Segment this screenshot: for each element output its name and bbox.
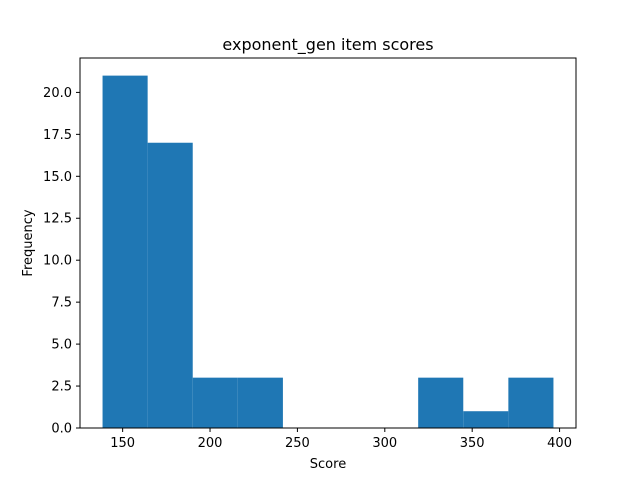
y-tick-label: 5.0 bbox=[51, 338, 72, 353]
histogram-bar bbox=[237, 377, 283, 428]
plot-frame bbox=[79, 57, 577, 429]
x-tick-label: 350 bbox=[460, 436, 485, 451]
histogram-bar bbox=[463, 411, 509, 428]
x-axis-ticks: 150 200 250 300 350 400 bbox=[110, 428, 572, 451]
histogram-bar bbox=[192, 377, 238, 428]
x-tick-label: 400 bbox=[547, 436, 572, 451]
histogram-bar bbox=[418, 377, 464, 428]
histogram-bar bbox=[508, 377, 554, 428]
chart-title: exponent_gen item scores bbox=[222, 35, 433, 55]
y-tick-label: 2.5 bbox=[51, 380, 72, 395]
y-tick-label: 20.0 bbox=[43, 86, 72, 101]
y-axis-ticks: 0.0 2.5 5.0 7.5 10.0 12.5 15.0 17.5 20.0 bbox=[43, 86, 80, 437]
y-axis-label: Frequency bbox=[21, 209, 36, 276]
y-tick-label: 10.0 bbox=[43, 254, 72, 269]
histogram-bar bbox=[147, 142, 193, 429]
y-tick-label: 7.5 bbox=[51, 296, 72, 311]
x-tick-label: 300 bbox=[372, 436, 397, 451]
x-tick-label: 200 bbox=[198, 436, 223, 451]
x-tick-label: 250 bbox=[285, 436, 310, 451]
y-tick-label: 15.0 bbox=[43, 170, 72, 185]
x-tick-label: 150 bbox=[110, 436, 135, 451]
y-tick-label: 12.5 bbox=[43, 212, 72, 227]
y-tick-label: 0.0 bbox=[51, 422, 72, 437]
histogram-bar bbox=[102, 75, 148, 429]
x-axis-label: Score bbox=[310, 457, 346, 472]
y-tick-label: 17.5 bbox=[43, 128, 72, 143]
bars-group bbox=[102, 75, 554, 429]
